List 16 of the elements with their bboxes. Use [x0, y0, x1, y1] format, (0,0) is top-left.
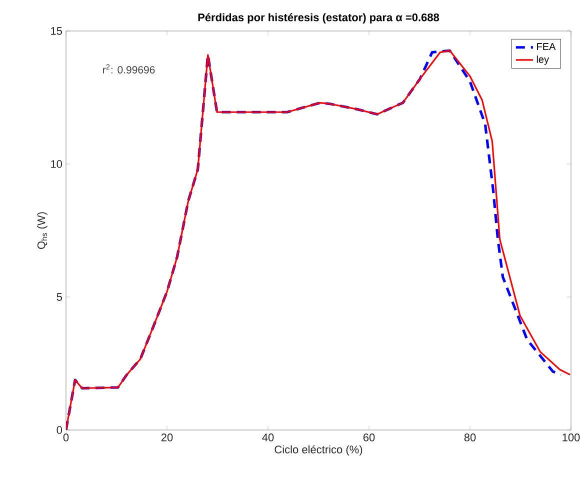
x-tick-label: 0: [63, 434, 69, 442]
y-tick-label: 5: [56, 293, 62, 301]
annotation: r$^{2}$: 0.99696: [103, 64, 155, 74]
y-axis-title: Q$_{hs}$ (W): [37, 212, 48, 249]
x-tick-label: 40: [262, 434, 274, 442]
y-tick-label: 15: [51, 27, 62, 35]
x-axis-title: Ciclo eléctrico (%): [274, 445, 362, 456]
x-tick-label: 100: [562, 434, 580, 442]
x-tick-label: 20: [161, 434, 173, 442]
chart-title: Pérdidas por histéresis (estator) para α =0.688: [198, 13, 440, 24]
x-tick-label: 80: [464, 434, 476, 442]
x-tick-label: 60: [363, 434, 375, 442]
y-tick-label: 0: [56, 426, 62, 434]
y-tick-label: 10: [51, 160, 62, 168]
legend-label: ley: [536, 56, 550, 65]
legend-label: FEA: [537, 43, 556, 50]
